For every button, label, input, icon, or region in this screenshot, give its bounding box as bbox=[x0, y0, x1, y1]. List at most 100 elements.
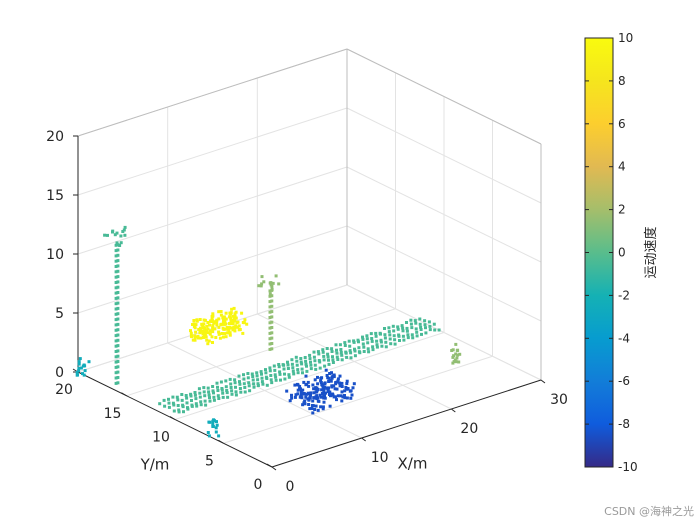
scatter-point bbox=[312, 396, 316, 400]
scatter-point bbox=[81, 372, 84, 376]
z-tick-label: 15 bbox=[46, 188, 64, 204]
scatter-point bbox=[268, 369, 272, 373]
y-tick-label: 0 bbox=[254, 477, 263, 493]
scatter-point bbox=[228, 333, 232, 337]
scatter-point bbox=[236, 325, 239, 329]
scatter-point bbox=[230, 307, 234, 311]
scatter-point bbox=[256, 382, 260, 386]
scatter-point bbox=[309, 367, 313, 371]
scatter-point bbox=[228, 377, 232, 381]
scatter-point bbox=[428, 324, 432, 328]
scatter-point bbox=[336, 358, 340, 361]
scatter-point bbox=[344, 385, 348, 389]
scatter-point bbox=[327, 376, 331, 380]
scatter-point bbox=[366, 347, 370, 351]
scatter-point bbox=[302, 380, 306, 384]
scatter-point bbox=[322, 400, 326, 404]
scatter-point bbox=[202, 318, 206, 322]
scatter-point bbox=[270, 304, 274, 308]
scatter-point bbox=[261, 382, 265, 386]
scatter-point bbox=[114, 291, 118, 295]
scatter-point bbox=[288, 399, 292, 403]
x-tick-label: 30 bbox=[550, 392, 568, 408]
scatter-point bbox=[312, 391, 316, 395]
scatter-point bbox=[207, 393, 211, 397]
scatter-point bbox=[295, 363, 299, 367]
box-edge bbox=[346, 48, 542, 145]
scatter-point bbox=[171, 401, 175, 405]
scatter-point bbox=[268, 331, 272, 335]
y-tick-label: 5 bbox=[205, 453, 214, 469]
scatter-point bbox=[454, 342, 458, 346]
scatter-point bbox=[453, 358, 457, 362]
scatter-point bbox=[340, 358, 344, 362]
scatter-point bbox=[313, 378, 317, 382]
scatter-point bbox=[298, 395, 302, 399]
scatter-point bbox=[406, 333, 410, 337]
scatter-point bbox=[221, 322, 225, 326]
scatter-point bbox=[238, 387, 242, 390]
scatter-point bbox=[175, 395, 179, 399]
scatter-point bbox=[277, 282, 281, 286]
scatter-point bbox=[414, 321, 418, 325]
scatter-point bbox=[420, 332, 423, 336]
colorbar-tick-label: 10 bbox=[618, 31, 633, 45]
scatter-point bbox=[293, 395, 297, 399]
scatter-point bbox=[296, 368, 300, 372]
scatter-point bbox=[212, 398, 216, 402]
scatter-point bbox=[319, 379, 323, 383]
scatter-point bbox=[314, 404, 318, 408]
scatter-point bbox=[264, 368, 267, 372]
scatter-point bbox=[82, 373, 86, 377]
scatter-point bbox=[211, 312, 215, 316]
scatter-point bbox=[305, 369, 309, 373]
scatter-point bbox=[268, 294, 272, 298]
scatter-point bbox=[225, 326, 229, 329]
scatter-point bbox=[199, 336, 203, 340]
scatter-point bbox=[311, 399, 315, 403]
scatter-point bbox=[312, 387, 316, 391]
scatter-point bbox=[116, 360, 120, 363]
scatter-point bbox=[211, 389, 215, 393]
scatter-point bbox=[217, 317, 221, 321]
scatter-point bbox=[213, 327, 217, 331]
scatter-point bbox=[320, 392, 324, 395]
scatter-point bbox=[227, 330, 231, 334]
y-tick-mark bbox=[218, 439, 224, 444]
scatter-point bbox=[366, 341, 370, 345]
scatter-point bbox=[312, 350, 316, 354]
scatter-point bbox=[224, 327, 228, 331]
scatter-point bbox=[224, 379, 228, 383]
scatter-point bbox=[290, 396, 294, 400]
scatter-point bbox=[210, 335, 214, 339]
scatter-point bbox=[205, 329, 209, 333]
scatter-point bbox=[211, 341, 214, 344]
scatter-point bbox=[383, 336, 387, 340]
scatter-point bbox=[214, 426, 218, 430]
scatter-point bbox=[305, 364, 308, 368]
scatter-point bbox=[114, 328, 118, 332]
scatter-point bbox=[309, 363, 313, 367]
scatter-point bbox=[114, 334, 118, 338]
scatter-point bbox=[299, 357, 303, 360]
scatter-point bbox=[273, 373, 277, 377]
scatter-point bbox=[201, 332, 205, 336]
scatter-point bbox=[216, 385, 219, 389]
scatter-point bbox=[330, 371, 333, 375]
scatter-point bbox=[118, 244, 122, 247]
scatter-point bbox=[191, 323, 194, 326]
scatter-point bbox=[313, 359, 317, 363]
scatter-point bbox=[225, 389, 229, 392]
scatter-point bbox=[270, 285, 274, 288]
scatter-point bbox=[222, 315, 226, 319]
scatter-point bbox=[327, 362, 331, 366]
scatter-point bbox=[383, 327, 386, 330]
y-tick-label: 10 bbox=[152, 430, 170, 446]
scatter-point bbox=[255, 371, 259, 375]
scatter-point bbox=[370, 337, 374, 340]
scatter-point bbox=[277, 363, 281, 366]
x-tick-mark bbox=[361, 437, 366, 442]
scatter-point bbox=[116, 322, 120, 326]
scatter-point bbox=[423, 319, 427, 323]
